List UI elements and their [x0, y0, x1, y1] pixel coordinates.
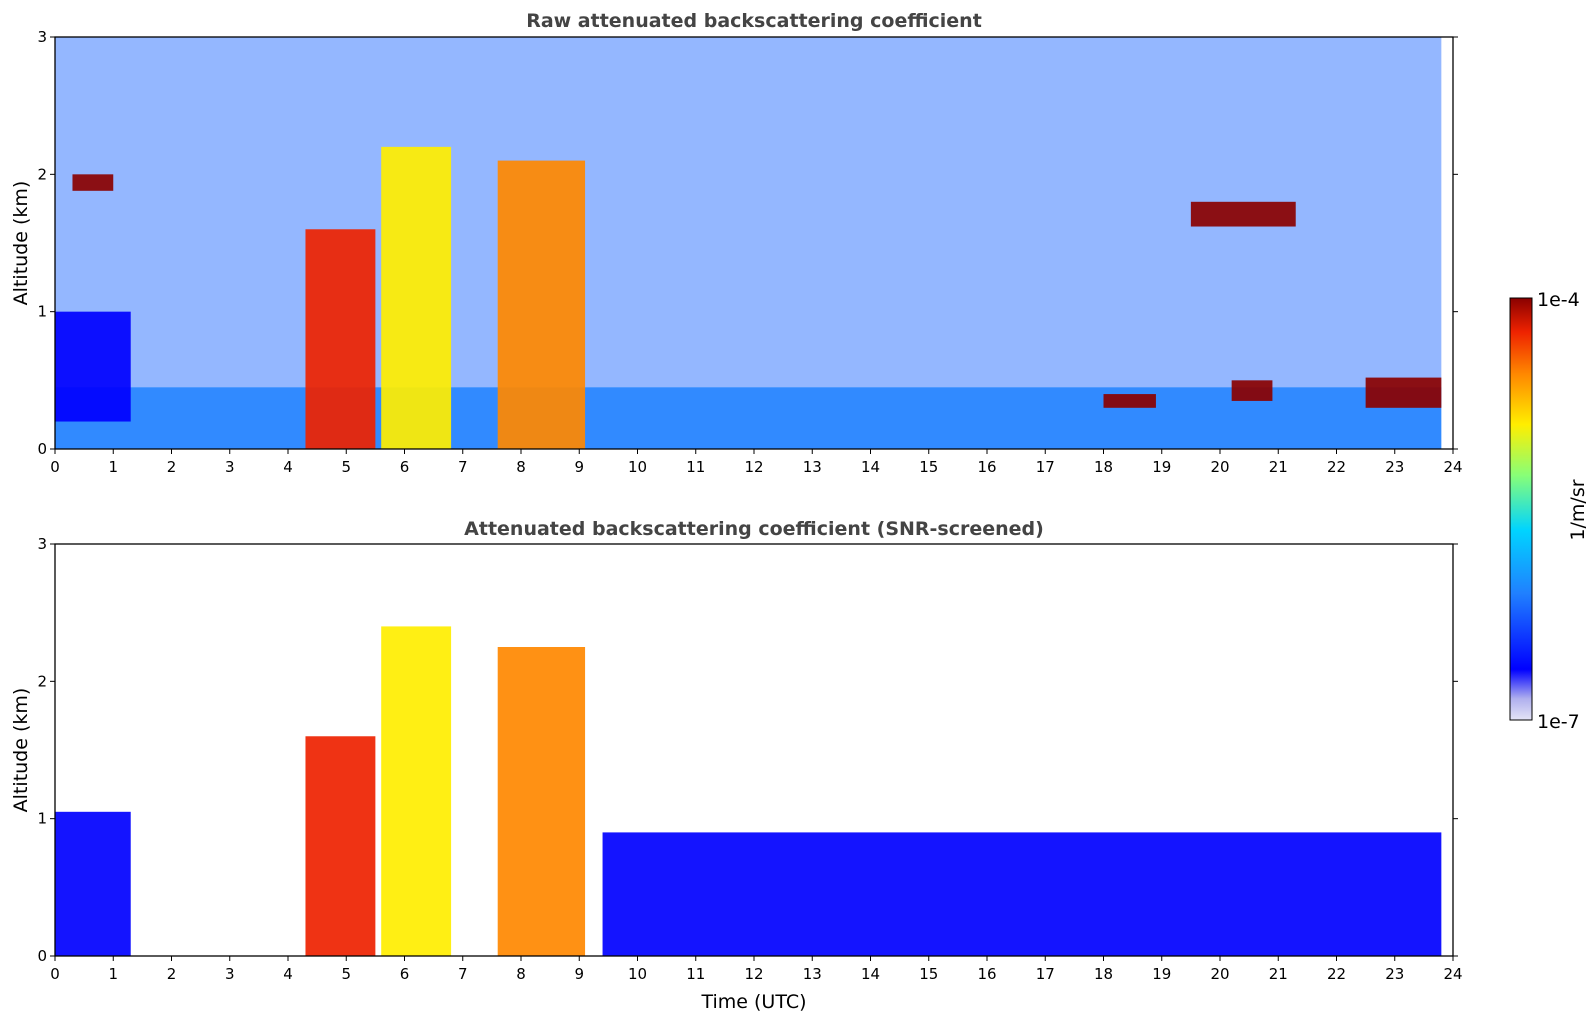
heatmap-feature-precipitation — [497, 160, 586, 449]
x-axis-label: Time (UTC) — [700, 991, 806, 1013]
x-tick-label: 17 — [1036, 458, 1055, 476]
heatmap-feature-precipitation — [381, 146, 452, 449]
x-tick-label: 16 — [977, 458, 996, 476]
x-tick-label: 20 — [1210, 965, 1229, 983]
x-tick-label: 22 — [1327, 965, 1346, 983]
x-tick-label: 14 — [861, 458, 880, 476]
x-tick-label: 7 — [458, 965, 468, 983]
x-tick-label: 23 — [1385, 458, 1404, 476]
x-tick-label: 12 — [744, 458, 763, 476]
colorbar-gradient — [1509, 297, 1533, 721]
x-tick-label: 2 — [167, 965, 177, 983]
x-tick-label: 17 — [1036, 965, 1055, 983]
heatmap-feature-cloud — [1231, 380, 1273, 401]
x-tick-label: 6 — [400, 965, 410, 983]
x-tick-label: 22 — [1327, 458, 1346, 476]
heatmap-area — [55, 37, 1442, 449]
y-axis-label: Altitude (km) — [10, 181, 32, 306]
y-tick-label: 2 — [37, 165, 47, 183]
y-tick-label: 2 — [37, 672, 47, 690]
x-tick-label: 5 — [341, 458, 351, 476]
x-tick-label: 16 — [977, 965, 996, 983]
x-tick-label: 12 — [744, 965, 763, 983]
x-tick-label: 14 — [861, 965, 880, 983]
y-tick-label: 1 — [37, 303, 47, 321]
axis-ticks: 0 1 2 3 4 5 6 7 8 9 10 11 12 13 14 15 16 17 18 19 20 21 22 23 24… — [37, 535, 1462, 983]
x-tick-label: 19 — [1152, 458, 1171, 476]
heatmap-feature-boundary-layer-aerosol — [55, 311, 131, 422]
x-tick-label: 13 — [803, 965, 822, 983]
colorbar-unit-label: 1/m/sr — [1567, 479, 1589, 540]
x-tick-label: 18 — [1094, 458, 1113, 476]
y-tick-label: 3 — [37, 535, 47, 553]
colorbar: 1e-4 1e-7 1/m/sr — [1509, 289, 1589, 733]
x-tick-label: 21 — [1269, 965, 1288, 983]
x-tick-label: 11 — [686, 965, 705, 983]
y-tick-label: 0 — [37, 440, 47, 458]
x-tick-label: 6 — [400, 458, 410, 476]
x-tick-label: 0 — [50, 965, 60, 983]
heatmap-feature-cloud — [72, 174, 114, 191]
x-tick-label: 2 — [167, 458, 177, 476]
heatmap-feature-residual-layer — [55, 387, 1442, 449]
heatmap-area — [55, 626, 1442, 956]
heatmap-feature-boundary-layer-aerosol — [55, 811, 131, 956]
y-axis-label: Altitude (km) — [10, 688, 32, 813]
x-tick-label: 10 — [628, 965, 647, 983]
x-tick-label: 21 — [1269, 458, 1288, 476]
y-tick-label: 0 — [37, 947, 47, 965]
x-tick-label: 20 — [1210, 458, 1229, 476]
y-tick-label: 1 — [37, 810, 47, 828]
x-tick-label: 24 — [1443, 965, 1462, 983]
panel-title: Attenuated backscattering coefficient (S… — [464, 518, 1044, 540]
heatmap-feature-precipitation — [381, 626, 452, 956]
x-tick-label: 15 — [919, 965, 938, 983]
x-tick-label: 3 — [225, 965, 235, 983]
heatmap-feature-cloud — [1190, 201, 1296, 227]
x-tick-label: 23 — [1385, 965, 1404, 983]
x-tick-label: 18 — [1094, 965, 1113, 983]
x-tick-label: 1 — [108, 458, 118, 476]
x-tick-label: 5 — [341, 965, 351, 983]
colorbar-max-label: 1e-4 — [1537, 289, 1580, 311]
x-tick-label: 19 — [1152, 965, 1171, 983]
panel-screened: Attenuated backscattering coefficient (S… — [10, 518, 1463, 1013]
x-tick-label: 13 — [803, 458, 822, 476]
x-tick-label: 15 — [919, 458, 938, 476]
x-tick-label: 9 — [574, 458, 584, 476]
panel-title: Raw attenuated backscattering coefficien… — [526, 10, 982, 32]
x-tick-label: 10 — [628, 458, 647, 476]
heatmap-feature-precipitation — [305, 229, 376, 449]
colorbar-min-label: 1e-7 — [1537, 711, 1580, 733]
x-tick-label: 1 — [108, 965, 118, 983]
x-tick-label: 24 — [1443, 458, 1462, 476]
x-tick-label: 0 — [50, 458, 60, 476]
x-tick-label: 11 — [686, 458, 705, 476]
x-tick-label: 7 — [458, 458, 468, 476]
heatmap-feature-precipitation — [497, 647, 586, 956]
heatmap-feature-boundary-layer-aerosol — [602, 832, 1442, 956]
panel-raw: Raw attenuated backscattering coefficien… — [10, 10, 1463, 476]
heatmap-feature-precipitation — [305, 736, 376, 956]
x-tick-label: 3 — [225, 458, 235, 476]
x-tick-label: 8 — [516, 965, 526, 983]
heatmap-feature-cloud — [1103, 394, 1156, 408]
x-tick-label: 9 — [574, 965, 584, 983]
x-tick-label: 4 — [283, 458, 293, 476]
x-tick-label: 4 — [283, 965, 293, 983]
axis-ticks: 0 1 2 3 4 5 6 7 8 9 10 11 12 13 14 15 16 17 18 19 20 21 22 23 24… — [37, 28, 1462, 476]
heatmap-feature-cloud — [1365, 377, 1442, 408]
x-tick-label: 8 — [516, 458, 526, 476]
y-tick-label: 3 — [37, 28, 47, 46]
